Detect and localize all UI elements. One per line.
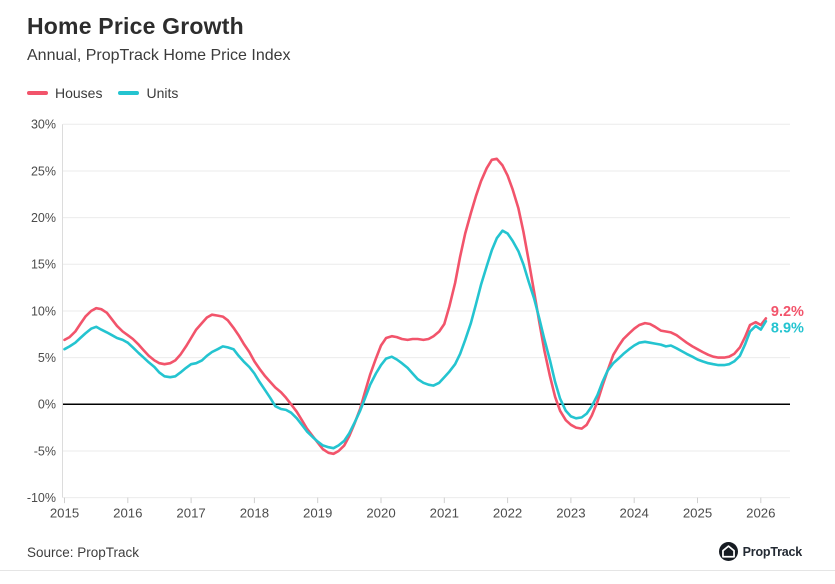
source-caption: Source: PropTrack: [27, 545, 140, 560]
proptrack-house-icon: [718, 542, 738, 561]
units-line-swatch: [118, 91, 140, 95]
x-axis-tick-label: 2016: [113, 506, 142, 521]
x-axis-tick-label: 2019: [303, 506, 332, 521]
y-axis-tick-label: 20%: [31, 211, 56, 225]
x-axis-tick-label: 2024: [620, 506, 649, 521]
y-axis-tick-label: -10%: [27, 491, 56, 505]
y-axis-tick-label: 5%: [38, 351, 56, 365]
y-axis-tick-label: 15%: [31, 258, 56, 272]
y-axis-tick-label: 0%: [38, 398, 56, 412]
proptrack-logo: PropTrack: [718, 542, 803, 561]
legend-label-houses: Houses: [55, 85, 103, 101]
houses-line: [63, 157, 768, 456]
y-axis-tick-label: 30%: [31, 118, 56, 132]
bottom-divider: [0, 570, 835, 571]
y-axis-tick-label: -5%: [34, 444, 56, 458]
end-label-units: 8.9%: [771, 321, 804, 337]
x-axis-tick-label: 2021: [430, 506, 459, 521]
chart-subtitle: Annual, PropTrack Home Price Index: [27, 47, 291, 64]
page-title: Home Price Growth: [27, 13, 244, 39]
end-label-houses: 9.2%: [771, 304, 804, 320]
houses-line-swatch: [27, 91, 48, 95]
x-axis-tick-label: 2022: [493, 506, 522, 521]
legend-label-units: Units: [146, 85, 179, 101]
x-axis-tick-label: 2025: [683, 506, 712, 521]
legend-item-units[interactable]: Units: [118, 85, 178, 101]
x-axis-tick-label: 2018: [240, 506, 269, 521]
y-axis-tick-label: 25%: [31, 164, 56, 178]
x-axis-tick-label: 2017: [176, 506, 205, 521]
proptrack-logo-text: PropTrack: [742, 544, 803, 559]
legend-item-houses[interactable]: Houses: [27, 85, 102, 101]
x-axis-tick-label: 2023: [556, 506, 585, 521]
x-axis-tick-label: 2020: [366, 506, 395, 521]
units-line: [63, 229, 768, 450]
x-axis-tick-label: 2026: [746, 506, 775, 521]
line-chart: 30% 25% 20% 15% 10% 5% 0% -5% -10%2015 2016 2017 20…: [27, 118, 804, 521]
y-axis-tick-label: 10%: [31, 304, 56, 318]
legend: Houses Units: [27, 85, 178, 101]
x-axis-tick-label: 2015: [50, 506, 79, 521]
